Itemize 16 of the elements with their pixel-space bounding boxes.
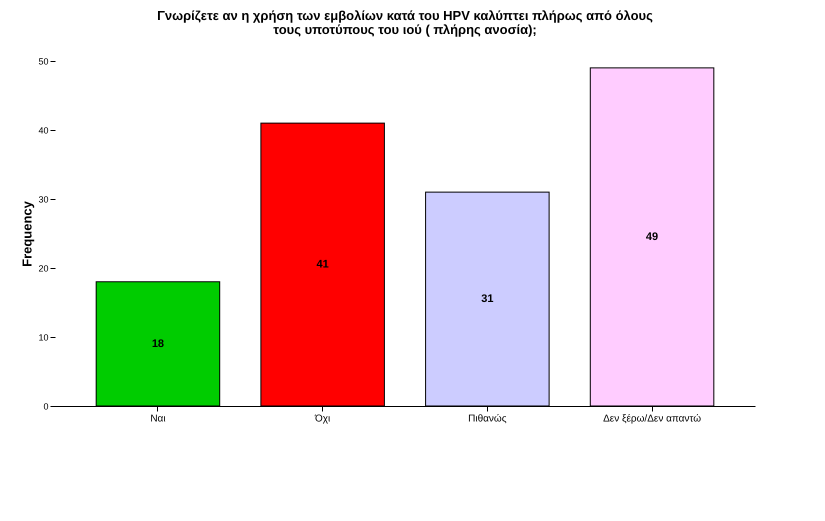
data-label: 31 bbox=[481, 293, 494, 306]
x-tick-label: Ναι bbox=[150, 414, 166, 424]
data-label: 49 bbox=[646, 230, 658, 243]
x-tick-label: Όχι bbox=[314, 414, 330, 424]
chart-title: Γνωρίζετε αν η χρήση των εμβολίων κατά του HPV καλύπτει πλήρως από όλους τους υποτύπους του ιού ( πλήρης ανοσία); bbox=[157, 8, 654, 37]
x-tick-label: Δεν ξέρω/Δεν απαντώ bbox=[603, 414, 702, 424]
y-axis-title: Frequency bbox=[19, 200, 34, 267]
y-tick-label: 50 bbox=[38, 56, 48, 66]
y-tick-label: 40 bbox=[38, 126, 48, 136]
y-tick-label: 10 bbox=[38, 332, 48, 342]
x-tick-label: Πιθανώς bbox=[468, 414, 507, 424]
y-tick-label: 30 bbox=[38, 194, 48, 204]
data-label: 41 bbox=[316, 258, 329, 271]
y-tick-label: 0 bbox=[43, 402, 48, 412]
data-label: 18 bbox=[152, 338, 164, 350]
y-tick-label: 20 bbox=[38, 264, 48, 274]
